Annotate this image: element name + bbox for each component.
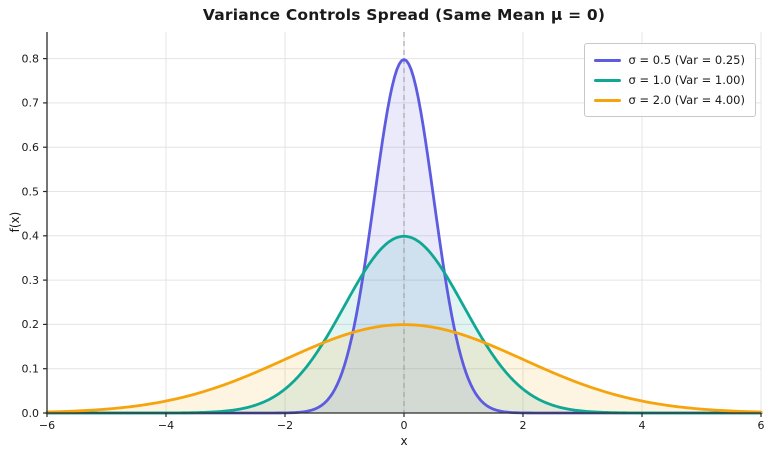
x-tick-label: 2 <box>520 419 527 432</box>
legend-label: σ = 2.0 (Var = 4.00) <box>628 93 745 107</box>
x-tick-label: 4 <box>639 419 646 432</box>
legend-line-swatch <box>593 78 621 82</box>
y-tick-label: 0.3 <box>22 274 40 287</box>
x-tick-label: −6 <box>39 419 55 432</box>
y-tick-label: 0.7 <box>22 97 40 110</box>
legend-label: σ = 0.5 (Var = 0.25) <box>628 53 745 67</box>
x-tick-label: 6 <box>758 419 765 432</box>
y-tick-label: 0.8 <box>22 52 40 65</box>
legend-line-swatch <box>593 58 621 62</box>
curve-series-2 <box>45 323 763 414</box>
legend-entry-sigma-1.0: σ = 1.0 (Var = 1.00) <box>593 70 745 90</box>
y-tick-label: 0.2 <box>22 318 40 331</box>
y-tick-label: 0.0 <box>22 407 40 420</box>
y-tick-label: 0.1 <box>22 363 40 376</box>
legend-label: σ = 1.0 (Var = 1.00) <box>628 73 745 87</box>
x-tick-label: 0 <box>401 419 408 432</box>
legend: σ = 0.5 (Var = 0.25) σ = 1.0 (Var = 1.00… <box>583 43 756 117</box>
x-tick-label: −4 <box>158 419 174 432</box>
legend-entry-sigma-2.0: σ = 2.0 (Var = 4.00) <box>593 90 745 110</box>
y-axis-label: f(x) <box>8 211 22 233</box>
legend-line-swatch <box>593 98 621 102</box>
y-tick-label: 0.5 <box>22 185 40 198</box>
y-tick-label: 0.4 <box>22 230 40 243</box>
x-axis-label: x <box>400 434 408 448</box>
chart-title: Variance Controls Spread (Same Mean μ = … <box>202 6 606 24</box>
legend-entry-sigma-0.5: σ = 0.5 (Var = 0.25) <box>593 50 745 70</box>
y-tick-label: 0.6 <box>22 141 40 154</box>
x-tick-label: −2 <box>277 419 293 432</box>
